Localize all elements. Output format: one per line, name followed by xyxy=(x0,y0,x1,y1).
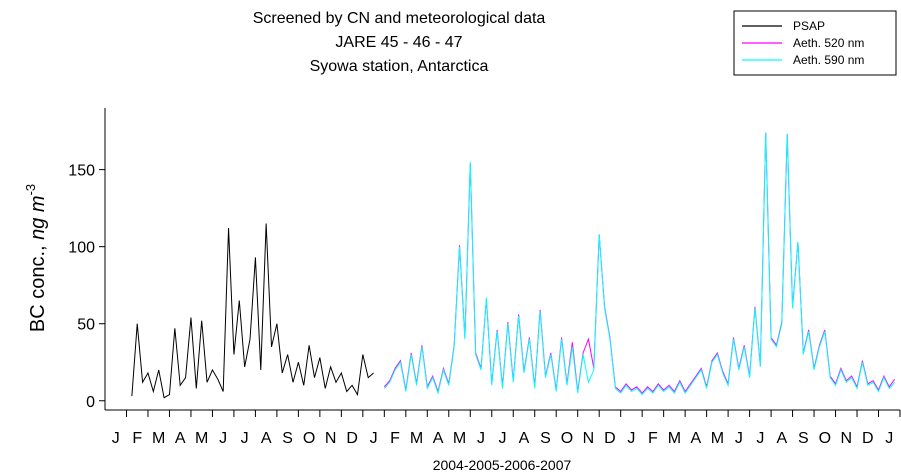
x-tick-label: D xyxy=(862,430,874,447)
data-line xyxy=(383,132,896,396)
legend-label: PSAP xyxy=(793,19,825,33)
x-tick-label: J xyxy=(756,430,764,447)
x-tick-label: O xyxy=(561,430,573,447)
x-tick-label: M xyxy=(711,430,724,447)
x-tick-label: J xyxy=(241,430,249,447)
x-tick-label: A xyxy=(175,430,186,447)
data-line xyxy=(131,223,374,399)
x-tick-label: A xyxy=(261,430,272,447)
y-label-unit: ng m xyxy=(27,195,49,239)
x-tick-label: M xyxy=(668,430,681,447)
x-tick-label: J xyxy=(477,430,485,447)
x-tick-label: A xyxy=(776,430,787,447)
x-tick-label: J xyxy=(219,430,227,447)
x-tick-label: F xyxy=(390,430,400,447)
x-tick-label: M xyxy=(453,430,466,447)
x-tick-label: S xyxy=(540,430,551,447)
x-tick-label: D xyxy=(604,430,616,447)
x-tick-label: N xyxy=(325,430,337,447)
x-tick-label: F xyxy=(648,430,658,447)
x-tick-label: M xyxy=(195,430,208,447)
x-tick-label: N xyxy=(841,430,853,447)
title-line: Screened by CN and meteorological data xyxy=(253,10,546,27)
y-axis-label: BC conc., ng m-3 xyxy=(23,184,49,332)
x-tick-label: M xyxy=(152,430,165,447)
y-label-text: BC conc., xyxy=(27,240,49,332)
y-label-exponent: -3 xyxy=(23,184,38,196)
x-tick-label: S xyxy=(798,430,809,447)
x-tick-label: J xyxy=(885,430,893,447)
x-tick-label: A xyxy=(519,430,530,447)
y-tick-label: 150 xyxy=(68,163,95,180)
title-line: JARE 45 - 46 - 47 xyxy=(335,34,462,51)
y-tick-label: 50 xyxy=(77,317,95,334)
x-tick-label: S xyxy=(282,430,293,447)
legend-label: Aeth. 520 nm xyxy=(793,36,864,50)
legend-label: Aeth. 590 nm xyxy=(793,53,864,67)
y-tick-label: 0 xyxy=(86,394,95,411)
x-tick-label: O xyxy=(819,430,831,447)
x-tick-label: O xyxy=(303,430,315,447)
x-tick-label: J xyxy=(370,430,378,447)
x-tick-label: J xyxy=(627,430,635,447)
x-tick-label: J xyxy=(112,430,120,447)
x-tick-label: A xyxy=(433,430,444,447)
x-tick-label: M xyxy=(410,430,423,447)
title-line: Syowa station, Antarctica xyxy=(310,58,489,75)
y-tick-label: 100 xyxy=(68,240,95,257)
x-tick-label: J xyxy=(735,430,743,447)
x-tick-label: D xyxy=(346,430,358,447)
x-tick-label: F xyxy=(132,430,142,447)
x-tick-label: N xyxy=(583,430,595,447)
x-tick-label: J xyxy=(499,430,507,447)
x-axis-label: 2004-2005-2006-2007 xyxy=(433,457,572,473)
x-tick-label: A xyxy=(691,430,702,447)
legend: PSAP Aeth. 520 nm Aeth. 590 nm xyxy=(733,10,897,76)
